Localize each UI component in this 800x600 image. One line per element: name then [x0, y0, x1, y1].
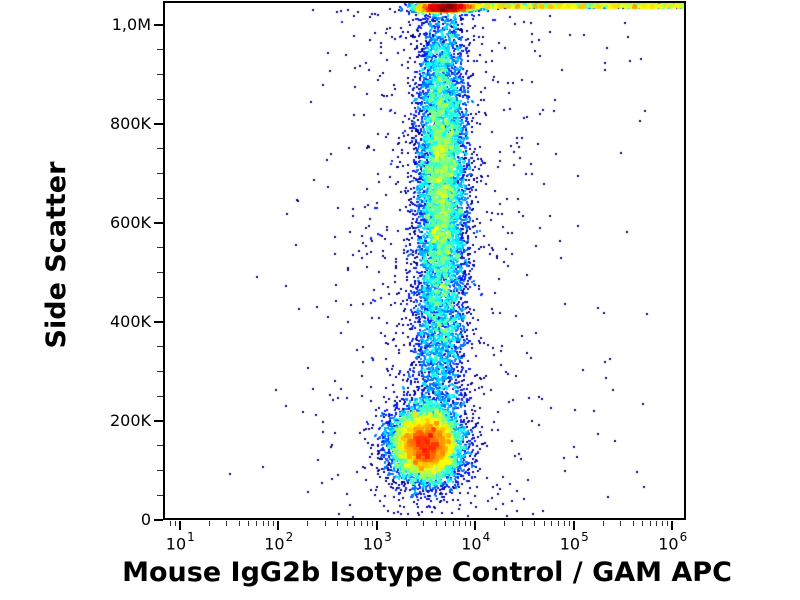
y-minor-tick	[157, 469, 163, 471]
x-minor-tick	[534, 521, 536, 526]
y-minor-tick	[157, 445, 163, 447]
y-tick-label: 1,0M	[111, 14, 151, 34]
y-minor-tick	[157, 172, 163, 174]
x-minor-tick	[649, 521, 651, 526]
y-minor-tick	[157, 247, 163, 249]
x-minor-tick	[354, 521, 356, 526]
x-minor-tick	[226, 521, 228, 526]
x-minor-tick	[248, 521, 250, 526]
x-tick-label: 102	[264, 530, 294, 554]
x-minor-tick	[174, 521, 176, 526]
y-minor-tick	[157, 148, 163, 150]
y-minor-tick	[157, 346, 163, 348]
y-major-tick	[154, 519, 163, 521]
y-major-tick	[154, 23, 163, 26]
x-minor-tick	[557, 521, 559, 526]
x-major-tick	[375, 521, 378, 530]
x-minor-tick	[169, 521, 171, 526]
y-tick-label: 600K	[109, 212, 151, 232]
x-minor-tick	[465, 521, 467, 526]
x-major-tick	[178, 521, 181, 530]
y-tick-label: 0	[140, 510, 151, 529]
x-minor-tick	[337, 521, 339, 526]
x-minor-tick	[423, 521, 425, 526]
x-tick-label: 101	[165, 530, 195, 554]
x-minor-tick	[602, 521, 604, 526]
x-minor-tick	[405, 521, 407, 526]
y-minor-tick	[157, 296, 163, 298]
y-major-tick	[154, 320, 163, 323]
y-minor-tick	[157, 49, 163, 51]
x-minor-tick	[435, 521, 437, 526]
y-tick-label: 200K	[109, 410, 151, 430]
x-minor-tick	[470, 521, 472, 526]
x-axis-title: Mouse IgG2b Isotype Control / GAM APC	[122, 557, 732, 588]
x-tick-label: 103	[362, 530, 392, 554]
x-minor-tick	[273, 521, 275, 526]
x-minor-tick	[656, 521, 658, 526]
y-minor-tick	[157, 197, 163, 199]
x-minor-tick	[662, 521, 664, 526]
x-minor-tick	[366, 521, 368, 526]
x-minor-tick	[452, 521, 454, 526]
x-major-tick	[671, 521, 674, 530]
x-minor-tick	[255, 521, 257, 526]
x-minor-tick	[642, 521, 644, 526]
x-minor-tick	[459, 521, 461, 526]
x-minor-tick	[307, 521, 309, 526]
y-minor-tick	[157, 73, 163, 75]
x-tick-label: 104	[461, 530, 491, 554]
x-minor-tick	[563, 521, 565, 526]
y-tick-label: 800K	[109, 113, 151, 133]
x-minor-tick	[667, 521, 669, 526]
x-minor-tick	[521, 521, 523, 526]
y-tick-label: 400K	[109, 311, 151, 331]
x-major-tick	[474, 521, 477, 530]
x-tick-label: 106	[658, 530, 688, 554]
y-minor-tick	[157, 494, 163, 496]
y-minor-tick	[157, 271, 163, 273]
x-minor-tick	[543, 521, 545, 526]
x-minor-tick	[262, 521, 264, 526]
x-minor-tick	[632, 521, 634, 526]
y-major-tick	[154, 419, 163, 422]
x-minor-tick	[360, 521, 362, 526]
x-minor-tick	[504, 521, 506, 526]
x-minor-tick	[268, 521, 270, 526]
x-minor-tick	[208, 521, 210, 526]
x-tick-label: 105	[559, 530, 589, 554]
y-major-tick	[154, 221, 163, 224]
x-minor-tick	[445, 521, 447, 526]
y-minor-tick	[157, 98, 163, 100]
x-minor-tick	[551, 521, 553, 526]
y-axis-title: Side Scatter	[41, 161, 72, 349]
y-minor-tick	[157, 395, 163, 397]
x-minor-tick	[620, 521, 622, 526]
x-major-tick	[277, 521, 280, 530]
x-minor-tick	[346, 521, 348, 526]
y-major-tick	[154, 122, 163, 125]
x-minor-tick	[568, 521, 570, 526]
x-minor-tick	[324, 521, 326, 526]
x-minor-tick	[371, 521, 373, 526]
y-minor-tick	[157, 370, 163, 372]
x-minor-tick	[238, 521, 240, 526]
x-major-tick	[572, 521, 575, 530]
